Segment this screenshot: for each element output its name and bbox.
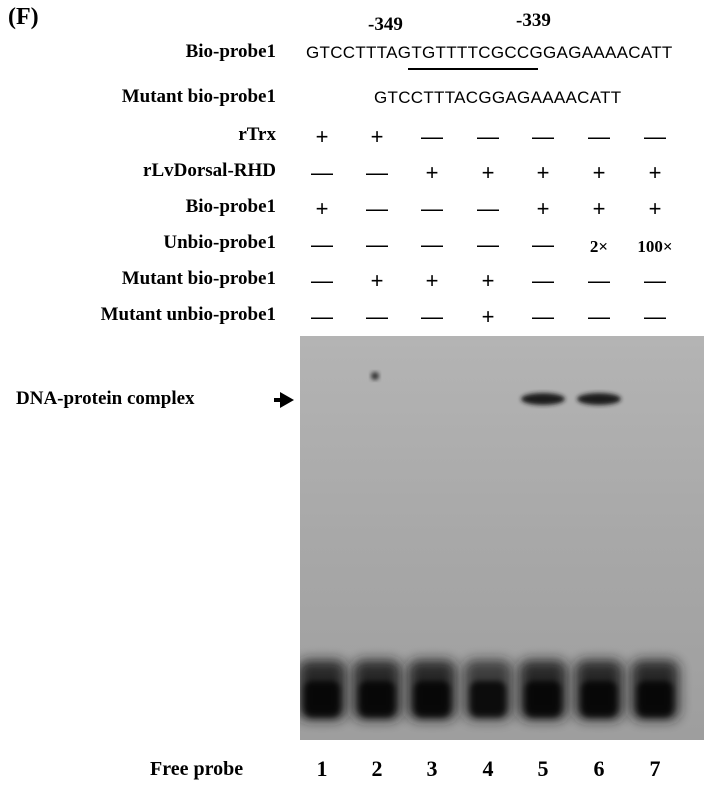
condition-mark: 2× [589,237,609,256]
free-probe-band-core [525,681,561,717]
condition-mark: — [644,268,666,293]
position-label-349: -349 [368,14,403,35]
condition-mark: + [315,124,329,149]
condition-mark: + [536,196,550,221]
dna-protein-complex-band [577,393,621,405]
condition-mark: — [588,268,610,293]
gel-image [300,336,704,740]
condition-mark: + [481,304,495,329]
condition-mark: — [532,268,554,293]
binding-site-underline [408,68,538,70]
condition-mark: — [477,232,499,257]
condition-mark: — [366,304,388,329]
condition-mark: — [421,304,443,329]
condition-label: Mutant unbio-probe1 [100,304,276,325]
condition-mark: — [366,232,388,257]
condition-mark: — [421,196,443,221]
condition-mark: — [311,160,333,185]
condition-mark: — [311,304,333,329]
condition-mark: — [588,124,610,149]
lane-number: 5 [537,756,549,781]
complex-arrow-stem [274,398,282,402]
condition-mark: — [311,268,333,293]
gel-artifact-spot [371,372,379,380]
condition-mark: — [311,232,333,257]
condition-label: rTrx [238,124,276,145]
lane-number: 6 [593,756,605,781]
condition-mark: — [477,196,499,221]
dna-protein-complex-band [521,393,565,405]
condition-mark: + [315,196,329,221]
mutant-bio-probe1-sequence-label: Mutant bio-probe1 [121,86,276,107]
free-probe-band-core [359,681,395,717]
condition-mark: — [366,196,388,221]
free-probe-label: Free probe [150,758,244,780]
condition-mark: + [425,268,439,293]
condition-mark: + [425,160,439,185]
condition-mark: + [536,160,550,185]
condition-mark: — [421,232,443,257]
lane-number: 3 [426,756,438,781]
position-label-339: -339 [516,10,551,31]
free-probe-band-core [304,681,340,717]
condition-mark: — [532,124,554,149]
condition-mark: — [588,304,610,329]
lane-number: 4 [482,756,494,781]
condition-mark: 100× [637,237,673,256]
condition-mark: — [532,232,554,257]
condition-mark: + [481,268,495,293]
condition-mark: — [644,304,666,329]
condition-label: Mutant bio-probe1 [121,268,276,289]
panel-label: (F) [8,4,39,30]
lane-number: 2 [371,756,383,781]
condition-mark: — [366,160,388,185]
free-probe-band-core [414,681,450,717]
bio-probe1-sequence-label: Bio-probe1 [185,41,276,62]
bio-probe1-sequence: GTCCTTTAGTGTTTTCGCCGGAGAAAACATT [306,43,673,62]
mutant-bio-probe1-sequence: GTCCTTTACGGAGAAAACATT [374,88,622,107]
condition-mark: + [481,160,495,185]
condition-label: Unbio-probe1 [163,232,276,253]
condition-mark: — [644,124,666,149]
condition-mark: — [421,124,443,149]
free-probe-band-core [581,681,617,717]
free-probe-band-core [470,681,506,717]
lane-number: 7 [649,756,661,781]
condition-mark: + [370,124,384,149]
condition-mark: + [592,160,606,185]
condition-mark: — [532,304,554,329]
condition-mark: + [370,268,384,293]
free-probe-band-core [637,681,673,717]
complex-arrow-icon [280,392,294,408]
condition-mark: + [592,196,606,221]
lane-number: 1 [316,756,328,781]
condition-mark: + [648,196,662,221]
condition-mark: — [477,124,499,149]
condition-mark: + [648,160,662,185]
dna-protein-complex-label: DNA-protein complex [16,388,195,409]
condition-label: Bio-probe1 [185,196,276,217]
condition-label: rLvDorsal-RHD [143,160,276,181]
